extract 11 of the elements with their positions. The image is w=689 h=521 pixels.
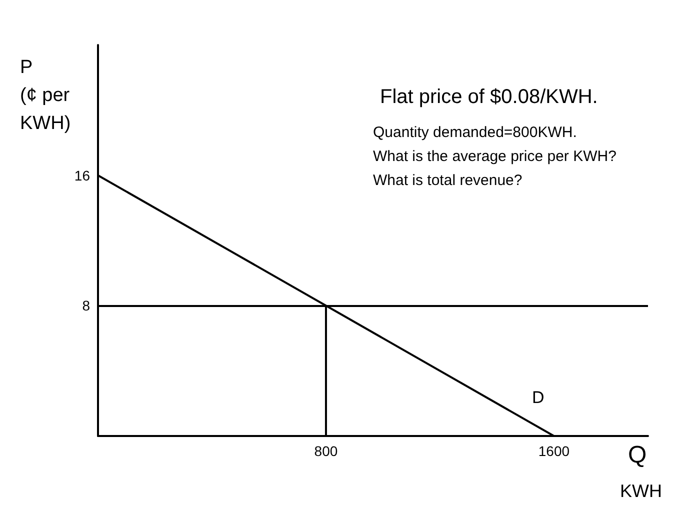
series-label: D <box>532 388 544 407</box>
annotation: What is the average price per KWH? <box>373 148 616 165</box>
text: Flat price of $0.08/KWH. <box>380 86 598 108</box>
x-axis-title: Q KWH <box>620 442 662 501</box>
annotation: What is total revenue? <box>373 172 522 189</box>
x-tick-label: 1600 <box>538 443 570 459</box>
annotation: Quantity demanded=800KWH. <box>373 124 577 141</box>
y-tick-label: 8 <box>82 298 90 314</box>
y-axis-title: P (¢ per KWH) <box>20 57 71 134</box>
y-tick-label: 16 <box>74 167 90 184</box>
x-tick-label: 800 <box>314 443 338 459</box>
